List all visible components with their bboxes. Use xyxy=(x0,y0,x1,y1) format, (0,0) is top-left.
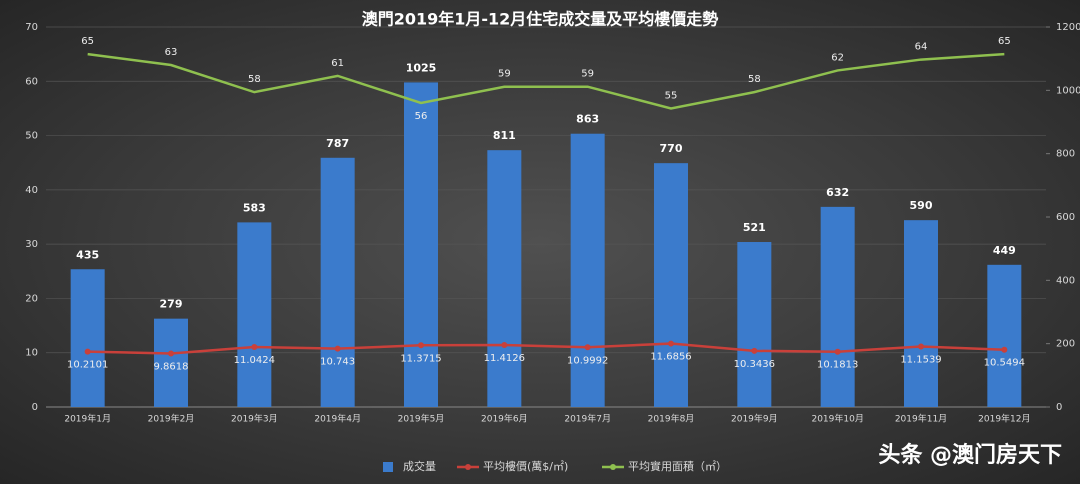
bar-label: 521 xyxy=(743,221,766,234)
point-label: 10.9992 xyxy=(567,355,608,366)
bar-label: 811 xyxy=(493,129,516,142)
point-label: 56 xyxy=(415,111,428,122)
bar xyxy=(70,269,105,407)
legend-label: 平均實用面積（㎡） xyxy=(628,459,727,473)
point-label: 59 xyxy=(498,69,511,80)
bar-label: 1025 xyxy=(406,61,437,74)
y2-tick-label: 1000 xyxy=(1056,85,1080,96)
point-label: 58 xyxy=(748,74,761,85)
point xyxy=(251,344,258,351)
point xyxy=(918,343,924,350)
legend-label: 平均樓價(萬$/㎡) xyxy=(483,459,568,473)
point-label: 63 xyxy=(165,47,178,58)
x-tick-label: 2019年7月 xyxy=(564,413,611,425)
point-label: 59 xyxy=(581,69,594,80)
point-label: 55 xyxy=(665,90,678,101)
x-tick-label: 2019年9月 xyxy=(731,413,778,425)
chart-title: 澳門2019年1月-12月住宅成交量及平均樓價走勢 xyxy=(362,10,719,29)
bar-label: 787 xyxy=(326,137,349,150)
y2-tick-label: 600 xyxy=(1056,212,1075,223)
point xyxy=(501,342,508,349)
point xyxy=(84,348,91,355)
y-tick-label: 60 xyxy=(25,76,38,87)
x-tick-label: 2019年6月 xyxy=(481,413,528,425)
bar xyxy=(570,133,605,407)
point-label: 11.6856 xyxy=(650,352,691,363)
point-label: 65 xyxy=(81,36,94,47)
bar xyxy=(820,206,855,407)
x-tick-label: 2019年2月 xyxy=(148,413,195,425)
point xyxy=(751,347,758,354)
bar-label: 590 xyxy=(910,199,933,212)
point-label: 11.1539 xyxy=(900,354,941,365)
bar xyxy=(320,157,355,407)
bar-label: 449 xyxy=(993,244,1016,257)
bar xyxy=(154,318,188,407)
line xyxy=(87,342,1005,355)
bar xyxy=(987,264,1022,407)
legend-swatch xyxy=(383,462,393,472)
bar xyxy=(487,150,522,407)
point-label: 11.4126 xyxy=(484,353,525,364)
x-tick-label: 2019年12月 xyxy=(978,413,1030,425)
bar-label: 279 xyxy=(160,298,183,311)
x-tick-label: 2019年1月 xyxy=(64,413,111,425)
bar xyxy=(404,82,438,408)
x-tick-label: 2019年11月 xyxy=(895,413,947,425)
point-label: 10.5494 xyxy=(984,358,1025,369)
bar-label: 583 xyxy=(243,201,266,214)
point xyxy=(584,344,591,351)
point xyxy=(168,350,174,357)
y-tick-label: 20 xyxy=(25,293,38,304)
bar-label: 632 xyxy=(826,186,849,199)
x-tick-label: 2019年4月 xyxy=(314,413,361,425)
bar xyxy=(654,163,688,407)
y-tick-label: 70 xyxy=(25,22,38,33)
point-label: 58 xyxy=(248,74,261,85)
watermark: 头条 @澳门房天下 xyxy=(878,442,1062,468)
y2-tick-label: 0 xyxy=(1056,402,1062,413)
point xyxy=(334,345,341,352)
bar xyxy=(237,222,272,407)
legend-label: 成交量 xyxy=(403,459,436,473)
y-tick-label: 0 xyxy=(32,402,38,413)
x-tick-label: 2019年8月 xyxy=(648,413,695,425)
y-tick-label: 10 xyxy=(25,348,38,359)
point-label: 10.3436 xyxy=(734,359,775,370)
bar-label: 770 xyxy=(660,142,683,155)
point-label: 10.1813 xyxy=(817,360,858,371)
y2-tick-label: 1200 xyxy=(1056,22,1080,33)
line xyxy=(87,52,1005,110)
point xyxy=(418,342,424,349)
bar-label: 863 xyxy=(576,113,599,126)
x-tick-label: 2019年10月 xyxy=(811,413,863,425)
y-tick-label: 30 xyxy=(25,239,38,250)
y2-tick-label: 200 xyxy=(1056,339,1075,350)
point-label: 62 xyxy=(831,52,844,63)
point-label: 9.8618 xyxy=(154,361,189,372)
point-label: 65 xyxy=(998,36,1011,47)
point xyxy=(834,348,841,355)
y-tick-label: 40 xyxy=(25,185,38,196)
point xyxy=(1001,346,1008,353)
bar xyxy=(737,242,772,407)
x-tick-label: 2019年5月 xyxy=(398,413,445,425)
y2-tick-label: 400 xyxy=(1056,275,1075,286)
point-label: 10.2101 xyxy=(67,360,108,371)
y2-tick-label: 800 xyxy=(1056,149,1075,160)
point-label: 11.0424 xyxy=(234,355,275,366)
y-tick-label: 50 xyxy=(25,131,38,142)
point xyxy=(668,340,674,347)
point-label: 11.3715 xyxy=(400,353,441,364)
legend-swatch xyxy=(610,464,616,470)
point-label: 10.743 xyxy=(320,357,355,368)
point-label: 61 xyxy=(331,58,344,69)
legend-swatch xyxy=(465,464,471,470)
x-tick-label: 2019年3月 xyxy=(231,413,278,425)
point-label: 64 xyxy=(915,42,928,53)
bar-label: 435 xyxy=(76,248,99,261)
bar xyxy=(904,220,938,407)
